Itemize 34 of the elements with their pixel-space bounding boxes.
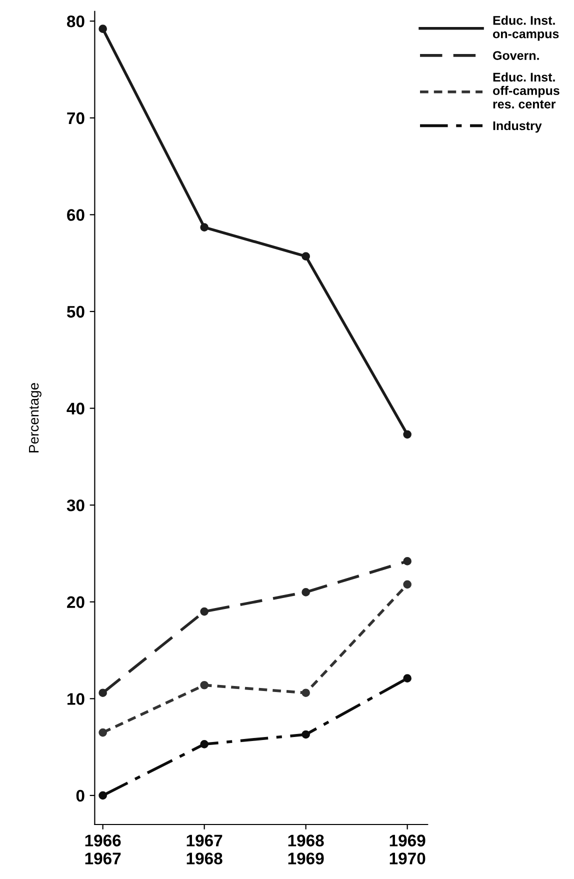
legend-label: Govern. xyxy=(493,51,539,60)
legend-label: Educ. Inst. on-campus xyxy=(493,16,559,41)
y-tick-label: 70 xyxy=(67,112,84,124)
point xyxy=(302,252,310,260)
point xyxy=(403,430,412,439)
y-tick-label: 60 xyxy=(67,209,84,221)
legend-label: Industry xyxy=(493,120,542,133)
point xyxy=(200,740,208,748)
point xyxy=(98,688,107,698)
point xyxy=(302,588,310,596)
point xyxy=(200,680,208,690)
x-tick-label: 1967 1968 xyxy=(186,834,222,864)
point xyxy=(302,688,310,698)
y-axis-title: Percentage xyxy=(29,383,42,452)
y-tick-label: 40 xyxy=(66,402,84,414)
point xyxy=(98,24,107,34)
point xyxy=(98,791,107,800)
legend-label: Educ. Inst. off-campus res. center xyxy=(493,72,560,109)
point xyxy=(403,557,412,566)
x-tick-label: 1968 1969 xyxy=(288,834,324,864)
y-tick-label: 80 xyxy=(66,16,84,28)
x-tick-label: 1966 1967 xyxy=(85,834,121,864)
x-tick-label: 1969 1970 xyxy=(390,834,426,864)
point xyxy=(200,607,208,616)
point xyxy=(302,730,310,739)
y-tick-label: 10 xyxy=(68,693,84,705)
y-tick-label: 20 xyxy=(67,596,84,608)
point xyxy=(403,580,412,589)
y-tick-label: 0 xyxy=(76,790,84,802)
point xyxy=(98,728,107,737)
y-tick-label: 50 xyxy=(66,306,84,318)
point xyxy=(403,674,412,683)
y-tick-label: 30 xyxy=(66,499,84,512)
point xyxy=(200,223,208,232)
